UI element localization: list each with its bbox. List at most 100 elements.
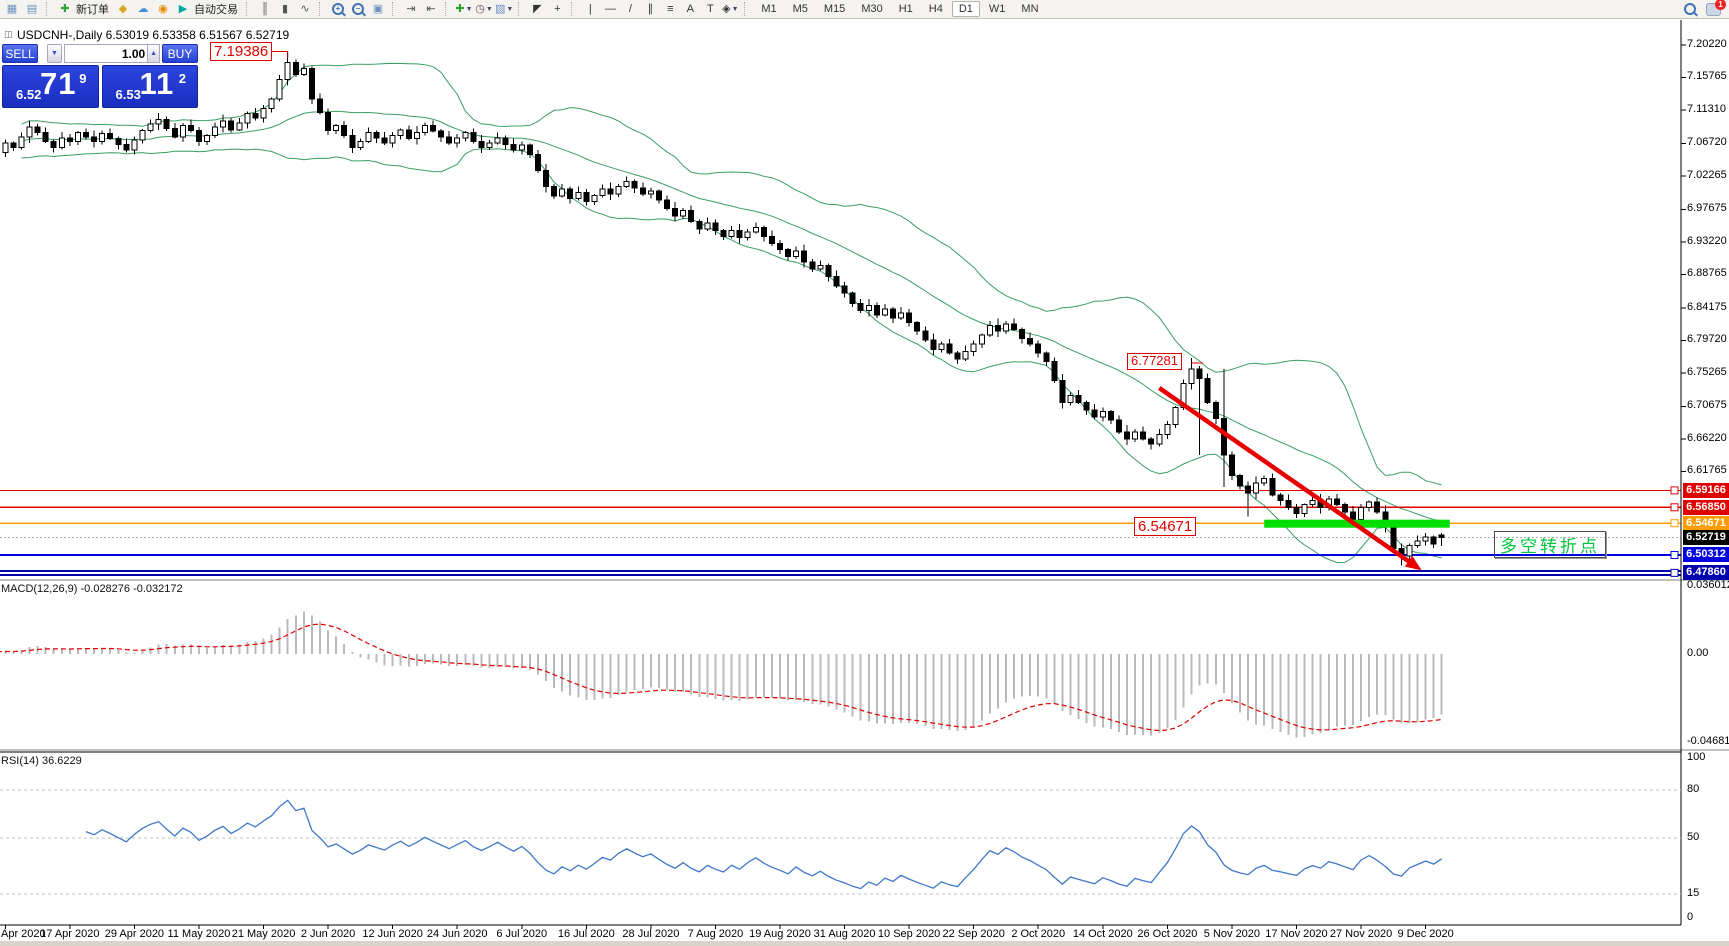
date-label: 16 Jul 2020 <box>557 928 615 940</box>
buy-quote-tile[interactable]: 6.53 11 2 <box>101 65 198 108</box>
text-icon[interactable]: A <box>681 2 699 17</box>
buy-price-sup: 2 <box>178 71 186 86</box>
shapes-icon: ◈ <box>722 2 731 15</box>
market-icon[interactable]: ☁ <box>134 2 152 17</box>
line-chart-mode-icon[interactable]: ∿ <box>296 2 314 17</box>
chart-shift-icon[interactable]: ⇤ <box>422 2 440 17</box>
scale-label: 6.88765 <box>1687 267 1727 280</box>
date-label: 31 Aug 2020 <box>813 928 876 940</box>
volume-input[interactable] <box>65 45 148 62</box>
main-toolbar: ▦ ▤ ✚ 新订单 ◆ ☁ ◉ ▶ 自动交易 ║ ▮ ∿ + − ▣ ⇥ ⇤ ✚ ▼ ◷ ▼ ▧ ▼ ◤ + | — / ∥ ≡ A T ◈ ▼ M… <box>0 0 1729 19</box>
date-label: 14 Oct 2020 <box>1072 928 1133 940</box>
timeframe-w1[interactable]: W1 <box>988 3 1006 15</box>
price-badge: 6.59166 <box>1683 482 1729 498</box>
timeframe-d1[interactable]: D1 <box>951 1 980 17</box>
rsi-label: RSI(14) 36.6229 <box>1 755 82 767</box>
notification-badge: 1 <box>1715 0 1726 10</box>
date-label: 29 Apr 2020 <box>104 928 165 940</box>
line-chart-mode-icon: ∿ <box>300 2 310 15</box>
label-icon: T <box>706 2 714 15</box>
time-scale[interactable]: Apr 2020 17 Apr 2020 29 Apr 2020 11 May 202… <box>0 928 1729 942</box>
timeframe-m15[interactable]: M15 <box>823 3 846 15</box>
scale-label: 6.75265 <box>1687 365 1727 378</box>
cursor-icon[interactable]: ◤ <box>528 2 546 17</box>
sell-button[interactable]: SELL <box>2 44 38 63</box>
sell-quote-tile[interactable]: 6.52 71 9 <box>2 65 99 108</box>
vertical-line-icon[interactable]: | <box>581 2 599 17</box>
fibonacci-icon[interactable]: ≡ <box>661 2 679 17</box>
tile-windows-icon[interactable]: ▣ <box>369 2 387 17</box>
date-label: 19 Aug 2020 <box>749 928 811 940</box>
turning-point-note[interactable]: 多空转折点 <box>1494 531 1606 558</box>
buy-button[interactable]: BUY <box>162 44 198 63</box>
chart-shift-icon: ⇤ <box>426 2 436 15</box>
notifications-icon[interactable]: 1 <box>1706 0 1726 16</box>
autotrading-button[interactable]: ▶ <box>174 2 192 17</box>
periods-icon: ◷ <box>475 2 485 15</box>
timeframe-h4[interactable]: H4 <box>928 3 943 15</box>
date-label: 28 Jul 2020 <box>622 928 680 940</box>
bar-chart-mode-icon[interactable]: ║ <box>256 2 274 17</box>
volume-up-stepper[interactable]: ▲ <box>147 45 159 62</box>
chevron-down-icon: ▼ <box>485 5 493 13</box>
history-center-icon[interactable]: ◆ <box>114 2 132 17</box>
timeframe-m1[interactable]: M1 <box>761 3 777 15</box>
indicators-icon[interactable]: ✚ ▼ <box>455 2 473 17</box>
cursor-icon: ◤ <box>533 2 542 15</box>
zoom-in-icon[interactable]: + <box>329 2 347 17</box>
equidistant-channel-icon: ∥ <box>647 2 654 15</box>
scale-label: 50 <box>1687 831 1700 843</box>
timeframe-mn[interactable]: MN <box>1021 3 1039 15</box>
timeframe-m30[interactable]: M30 <box>861 3 883 15</box>
autotrading-button: ▶ <box>178 2 188 15</box>
new-chart-icon[interactable]: ▦ <box>3 2 21 17</box>
date-label: 12 Jun 2020 <box>362 928 423 940</box>
search-icon[interactable] <box>1681 2 1699 17</box>
scale-label: 0 <box>1687 911 1694 923</box>
peak-price-annotation[interactable]: 7.19386 <box>210 42 273 62</box>
sell-price-sup: 9 <box>79 71 87 86</box>
sell-price-big: 71 <box>40 66 77 101</box>
date-label: 17 Nov 2020 <box>1265 928 1328 940</box>
timeframe-m5[interactable]: M5 <box>792 3 808 15</box>
templates-icon[interactable]: ▧ ▼ <box>495 2 513 17</box>
candle-chart-mode-icon[interactable]: ▮ <box>276 2 294 17</box>
zoom-out-icon[interactable]: − <box>349 2 367 17</box>
scale-label: 6.97675 <box>1687 202 1727 215</box>
auto-scroll-icon[interactable]: ⇥ <box>402 2 420 17</box>
scale-label: 0.00 <box>1687 647 1709 659</box>
date-label: 5 Nov 2020 <box>1203 928 1261 940</box>
data-window-icon[interactable]: ▤ <box>23 2 41 17</box>
fibonacci-icon: ≡ <box>667 2 674 15</box>
crosshair-icon: + <box>554 2 561 15</box>
price-badge: 6.52719 <box>1683 529 1729 545</box>
date-label: 2 Jun 2020 <box>300 928 356 940</box>
periods-icon[interactable]: ◷ ▼ <box>475 2 493 17</box>
crosshair-icon[interactable]: + <box>548 2 566 17</box>
scale-label: 7.06720 <box>1687 136 1727 149</box>
date-label: 10 Sep 2020 <box>877 928 941 940</box>
swing-high-annotation[interactable]: 6.77281 <box>1127 353 1182 370</box>
horizontal-line-icon[interactable]: — <box>601 2 619 17</box>
equidistant-channel-icon[interactable]: ∥ <box>641 2 659 17</box>
zoom-out-icon: − <box>352 3 364 15</box>
scale-label: 6.84175 <box>1687 300 1727 313</box>
horizontal-line-icon: — <box>604 2 616 15</box>
templates-icon: ▧ <box>495 2 506 15</box>
trendline-icon: / <box>628 2 632 15</box>
new-order-button[interactable]: ✚ <box>56 2 74 17</box>
shapes-icon[interactable]: ◈ ▼ <box>721 2 739 17</box>
support-price-annotation[interactable]: 6.54671 <box>1134 517 1197 537</box>
volume-dropdown-button[interactable]: ▼ <box>47 44 62 63</box>
history-center-icon: ◆ <box>118 2 128 15</box>
date-label: 17 Apr 2020 <box>40 928 100 940</box>
signals-icon[interactable]: ◉ <box>154 2 172 17</box>
market-icon: ☁ <box>137 2 149 15</box>
scale-label: 7.02265 <box>1687 168 1727 181</box>
trendline-icon[interactable]: / <box>621 2 639 17</box>
label-icon[interactable]: T <box>701 2 719 17</box>
chart-tab-icon: ◫ <box>4 29 13 39</box>
timeframe-h1[interactable]: H1 <box>898 3 913 15</box>
scale-label: 6.79720 <box>1687 333 1727 346</box>
